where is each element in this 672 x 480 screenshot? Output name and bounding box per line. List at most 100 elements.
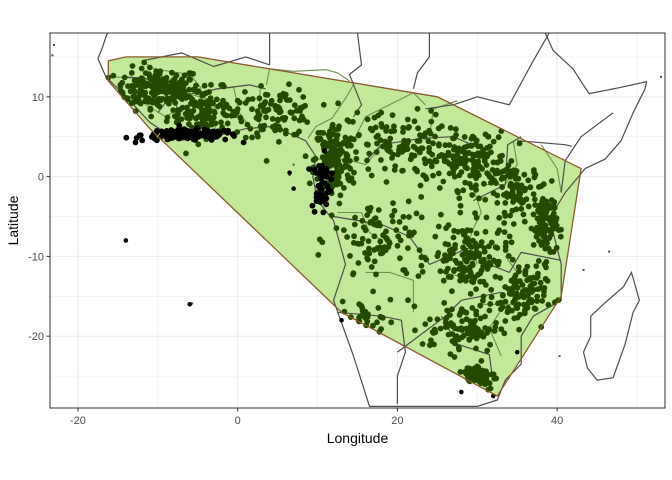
data-point bbox=[473, 311, 480, 318]
data-point bbox=[405, 198, 412, 205]
data-point bbox=[502, 247, 509, 254]
data-point bbox=[423, 256, 430, 263]
data-point bbox=[391, 167, 398, 173]
data-point bbox=[488, 286, 495, 293]
data-point bbox=[438, 211, 444, 218]
data-point bbox=[462, 277, 469, 284]
data-point bbox=[339, 298, 346, 305]
data-point bbox=[489, 167, 496, 173]
data-point bbox=[393, 227, 400, 234]
data-point bbox=[339, 317, 344, 323]
data-point bbox=[370, 288, 376, 295]
data-point bbox=[389, 218, 396, 225]
data-point bbox=[522, 269, 529, 276]
data-point bbox=[276, 105, 283, 112]
data-point bbox=[490, 190, 497, 197]
data-point bbox=[351, 169, 357, 176]
data-point bbox=[435, 170, 442, 177]
data-point bbox=[282, 91, 289, 98]
data-point bbox=[516, 196, 523, 202]
island bbox=[582, 268, 585, 271]
data-point bbox=[452, 245, 458, 252]
data-point bbox=[481, 245, 488, 251]
data-point bbox=[463, 370, 470, 377]
data-point bbox=[442, 142, 449, 149]
data-point bbox=[396, 219, 403, 225]
data-point bbox=[435, 223, 442, 230]
data-point bbox=[300, 94, 307, 100]
data-point bbox=[306, 180, 313, 187]
data-point bbox=[201, 107, 207, 114]
data-point bbox=[262, 99, 269, 105]
data-point bbox=[383, 127, 389, 134]
data-point bbox=[414, 105, 421, 112]
data-point bbox=[256, 95, 263, 102]
data-point bbox=[185, 93, 192, 100]
data-point bbox=[430, 140, 436, 147]
data-point bbox=[153, 76, 160, 83]
data-point bbox=[374, 319, 380, 326]
data-point bbox=[481, 155, 488, 162]
data-point bbox=[391, 207, 398, 214]
data-point bbox=[129, 82, 136, 89]
data-point bbox=[383, 179, 390, 185]
data-point bbox=[402, 225, 409, 232]
data-point bbox=[362, 227, 369, 234]
data-point bbox=[319, 154, 326, 161]
data-point bbox=[477, 278, 484, 285]
data-point bbox=[373, 134, 380, 140]
data-point bbox=[496, 227, 503, 234]
data-point bbox=[457, 369, 464, 375]
data-point bbox=[501, 330, 508, 337]
data-point bbox=[450, 322, 456, 328]
data-point bbox=[542, 198, 549, 205]
data-point bbox=[359, 235, 366, 242]
data-point bbox=[315, 137, 322, 144]
data-point bbox=[535, 209, 542, 215]
data-point bbox=[531, 167, 537, 173]
data-point bbox=[367, 204, 374, 211]
data-point bbox=[137, 90, 144, 96]
data-point bbox=[524, 287, 531, 294]
data-point bbox=[383, 228, 389, 235]
data-point bbox=[171, 113, 178, 120]
data-point bbox=[358, 302, 365, 309]
data-point bbox=[442, 252, 448, 259]
data-point bbox=[371, 114, 378, 121]
data-point bbox=[477, 315, 484, 322]
data-point bbox=[537, 225, 543, 231]
data-point bbox=[557, 233, 564, 240]
island bbox=[52, 43, 55, 46]
country-border bbox=[348, 33, 363, 118]
country-border bbox=[337, 311, 406, 404]
y-tick-label: -20 bbox=[28, 331, 44, 343]
data-point bbox=[195, 133, 202, 140]
data-point bbox=[462, 256, 468, 263]
data-point bbox=[496, 214, 503, 221]
data-point bbox=[339, 148, 346, 155]
data-point bbox=[459, 156, 465, 162]
country-border bbox=[489, 251, 562, 273]
data-point bbox=[249, 96, 256, 102]
data-point bbox=[451, 173, 458, 180]
data-point bbox=[336, 200, 343, 207]
data-point bbox=[483, 162, 490, 168]
data-point bbox=[553, 244, 560, 251]
data-point bbox=[487, 341, 493, 348]
data-point bbox=[121, 74, 128, 81]
data-point bbox=[288, 109, 295, 116]
data-point bbox=[348, 142, 354, 149]
data-point bbox=[369, 127, 376, 134]
data-point bbox=[512, 272, 519, 279]
data-point bbox=[418, 145, 425, 152]
data-point bbox=[160, 76, 167, 82]
data-point bbox=[499, 184, 505, 191]
data-point bbox=[330, 158, 337, 165]
data-point bbox=[469, 368, 476, 375]
data-point bbox=[475, 250, 482, 257]
data-point bbox=[263, 158, 270, 164]
data-point bbox=[222, 128, 229, 135]
data-point bbox=[472, 210, 478, 217]
data-point bbox=[309, 202, 316, 209]
data-point bbox=[507, 288, 513, 294]
